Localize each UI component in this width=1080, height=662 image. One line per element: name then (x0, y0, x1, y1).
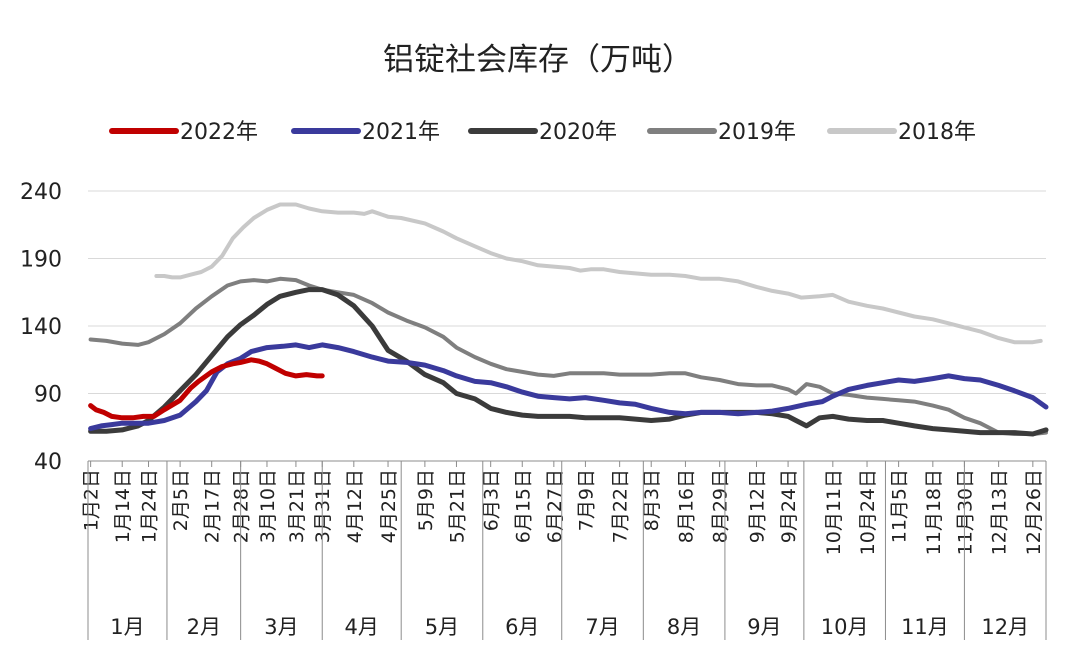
x-tick-label: 2月28日 (231, 469, 253, 543)
x-tick-label: 1月24日 (139, 469, 161, 543)
legend-label: 2018年 (898, 120, 976, 145)
month-label: 3月 (264, 615, 298, 639)
x-tick-label: 4月25日 (378, 469, 400, 543)
x-tick-label: 7月9日 (575, 469, 597, 531)
legend: 2022年 2021年 2020年 2019年 2018年 (109, 120, 976, 145)
x-tick-label: 3月21日 (286, 469, 308, 543)
x-tick-label: 8月29日 (710, 469, 732, 543)
month-label: 5月 (425, 615, 459, 639)
month-label: 6月 (505, 615, 539, 639)
y-tick-label: 140 (20, 315, 62, 340)
series-lines (88, 202, 1049, 437)
series-line (88, 276, 1048, 436)
month-label: 12月 (981, 615, 1029, 639)
y-tick-label: 40 (34, 450, 62, 475)
x-tick-label: 8月3日 (641, 469, 663, 531)
x-tick-label: 9月12日 (746, 469, 768, 543)
x-tick-label: 5月21日 (446, 469, 468, 543)
x-tick-label: 1月2日 (81, 469, 103, 531)
x-tick-label: 12月26日 (1023, 469, 1045, 555)
x-tick-label: 11月18日 (923, 469, 945, 555)
legend-label: 2022年 (180, 120, 258, 145)
x-tick-label: 6月15日 (512, 469, 534, 543)
x-tick-label: 1月14日 (112, 469, 134, 543)
x-tick-label: 2月5日 (170, 469, 192, 531)
series-line (88, 357, 325, 421)
x-tick-label: 12月13日 (989, 469, 1011, 555)
x-tick-label: 11月30日 (954, 469, 976, 555)
x-tick-label: 10月24日 (857, 469, 879, 555)
month-label: 2月 (187, 615, 221, 639)
x-tick-label: 10月11日 (823, 469, 845, 555)
x-tick-label: 3月10日 (257, 469, 279, 543)
y-axis: 40 90 140 190 240 (20, 180, 62, 475)
month-label: 10月 (821, 615, 869, 639)
y-tick-label: 190 (20, 248, 62, 273)
series-line (88, 287, 1049, 437)
x-tick-label: 6月27日 (544, 469, 566, 543)
month-label: 1月 (110, 615, 144, 639)
y-tick-label: 240 (20, 180, 62, 205)
x-tick-label: 8月16日 (675, 469, 697, 543)
x-tick-label: 3月31日 (312, 469, 334, 543)
series-line (154, 202, 1043, 345)
x-tick-label: 9月24日 (778, 469, 800, 543)
legend-label: 2021年 (362, 120, 440, 145)
legend-label: 2019年 (718, 120, 796, 145)
month-label: 9月 (747, 615, 781, 639)
x-tick-label: 5月9日 (415, 469, 437, 531)
month-label: 4月 (345, 615, 379, 639)
chart-title: 铝锭社会库存（万吨） (383, 42, 693, 78)
x-tick-label: 4月12日 (344, 469, 366, 543)
month-label: 8月 (667, 615, 701, 639)
x-tick-label: 7月22日 (610, 469, 632, 543)
month-label: 11月 (901, 615, 949, 639)
month-label: 7月 (585, 615, 619, 639)
month-axis: 1月 2月 3月 4月 5月 6月 7月 8月 9月 10月 11月 12月 (87, 461, 1047, 640)
y-tick-label: 90 (34, 383, 62, 408)
gridlines (88, 190, 1046, 394)
legend-label: 2020年 (539, 120, 617, 145)
x-axis: 1月2日 1月14日 1月24日 2月5日 2月17日 2月28日 3月10日 3月21日 3月… (81, 460, 1046, 555)
x-tick-label: 6月3日 (481, 469, 503, 531)
x-tick-label: 11月5日 (889, 469, 911, 543)
x-tick-label: 2月17日 (202, 469, 224, 543)
